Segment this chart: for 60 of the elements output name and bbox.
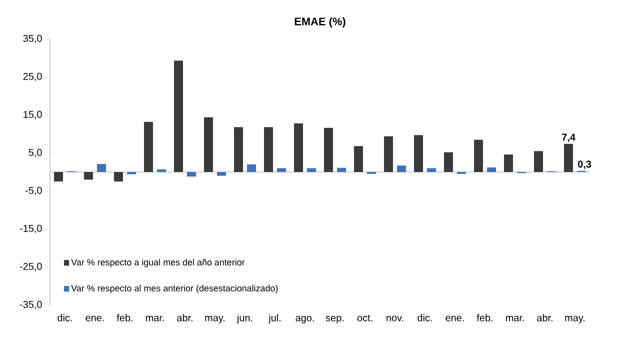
x-tick-label: sep. <box>326 316 344 324</box>
y-tick-label: -25,0 <box>20 262 42 272</box>
bar <box>114 172 123 182</box>
x-tick-label: mar. <box>146 316 164 322</box>
bar <box>444 152 454 172</box>
x-tick-label: ago. <box>296 316 314 324</box>
bar <box>294 123 304 172</box>
bar <box>534 151 544 172</box>
bar <box>247 164 256 172</box>
data-label: 0,3 <box>578 160 592 170</box>
bar <box>84 172 93 180</box>
y-tick-label: 25,0 <box>23 72 42 82</box>
bar <box>324 128 334 172</box>
x-tick-label: feb. <box>476 314 492 322</box>
x-tick-label: ene. <box>86 316 104 322</box>
bar <box>337 168 346 172</box>
x-tick-label: feb. <box>116 314 132 322</box>
bar <box>504 154 514 172</box>
chart-title: EMAE (%) <box>294 17 346 28</box>
bar <box>264 127 274 172</box>
x-tick-label: abr. <box>177 314 192 322</box>
bar <box>54 172 63 182</box>
bar <box>277 168 286 172</box>
bar <box>397 166 406 172</box>
x-tick-label: mar. <box>506 316 524 322</box>
x-tick-label: ene. <box>446 316 464 322</box>
legend-label: Var % respecto al mes anterior (desestacionalizado) <box>71 284 278 294</box>
bar <box>174 60 183 172</box>
x-tick-label: nov. <box>386 316 404 322</box>
x-tick-label: jul. <box>268 314 280 324</box>
x-tick-label: may. <box>205 316 225 324</box>
bar <box>157 169 166 172</box>
x-tick-label: jun. <box>236 314 252 324</box>
y-tick-label: 15,0 <box>24 110 42 120</box>
x-tick-label: dic. <box>418 314 432 322</box>
x-tick-label: abr. <box>537 314 552 322</box>
bar <box>474 140 484 172</box>
x-tick-label: dic. <box>58 314 72 322</box>
bar <box>564 144 574 172</box>
bar <box>427 168 436 172</box>
bar <box>307 168 316 172</box>
x-tick-label: oct. <box>357 314 372 322</box>
bar <box>234 127 244 172</box>
legend-label: Var % respecto a igual mes del año anterior <box>71 258 245 268</box>
y-tick-label: -5,0 <box>26 186 42 196</box>
bar <box>217 172 226 176</box>
bar <box>384 136 394 172</box>
bar <box>204 117 213 172</box>
bar <box>144 122 153 172</box>
x-tick-label: may. <box>565 316 585 324</box>
y-tick-label: -15,0 <box>20 224 42 234</box>
y-tick-label: 5,0 <box>28 148 42 158</box>
data-label: 7,4 <box>562 134 576 142</box>
y-tick-label: 35,0 <box>23 34 42 44</box>
bar <box>414 135 424 172</box>
y-tick-label: -35,0 <box>20 300 42 310</box>
bar <box>487 167 496 172</box>
bar <box>354 146 364 172</box>
bar <box>97 164 106 172</box>
bar <box>187 172 196 177</box>
